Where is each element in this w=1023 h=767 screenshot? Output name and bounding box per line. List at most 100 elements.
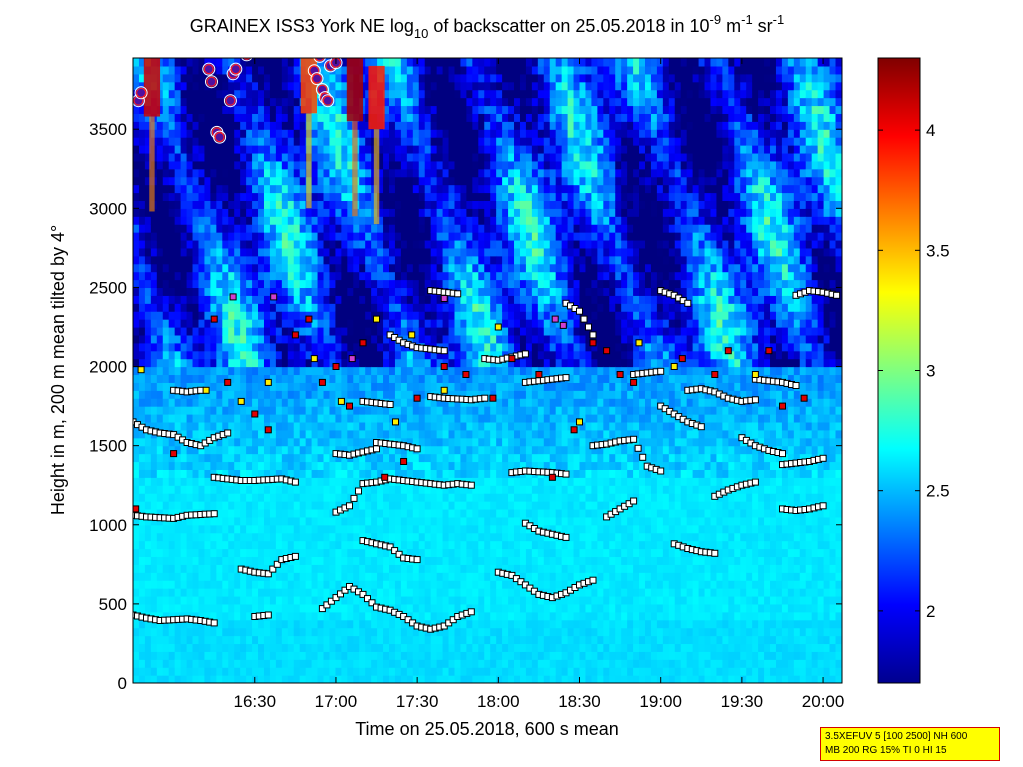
heatmap-cell <box>341 556 348 565</box>
heatmap-cell <box>192 477 200 486</box>
heatmap-cell <box>406 160 414 170</box>
heatmap-cell <box>371 461 378 470</box>
heatmap-cell <box>323 129 331 138</box>
heatmap-cell <box>365 429 372 439</box>
heatmap-cell <box>162 580 170 589</box>
heatmap-cell <box>484 595 491 605</box>
heatmap-cell <box>430 232 438 241</box>
heatmap-cell <box>365 145 372 154</box>
heatmap-cell <box>305 469 313 478</box>
heatmap-cell <box>383 619 390 629</box>
heatmap-cell <box>186 461 194 470</box>
heatmap-cell <box>293 81 301 91</box>
heatmap-cell <box>293 501 301 510</box>
heatmap-cell <box>347 603 354 613</box>
heatmap-cell <box>222 398 229 407</box>
heatmap-cell <box>186 121 194 130</box>
heatmap-cell <box>383 611 390 621</box>
heatmap-cell <box>412 255 420 265</box>
heatmap-cell <box>192 414 200 423</box>
heatmap-cell <box>299 437 307 447</box>
heatmap-cell <box>371 366 378 376</box>
heatmap-cell <box>228 200 235 209</box>
heatmap-cell <box>150 667 158 676</box>
heatmap-cell <box>389 263 396 273</box>
heatmap-cell <box>436 358 444 368</box>
heatmap-cell <box>466 667 473 676</box>
heatmap-cell <box>394 524 402 534</box>
heatmap-cell <box>454 461 462 470</box>
heatmap-cell <box>412 263 420 273</box>
heatmap-cell <box>210 437 217 447</box>
heatmap-cell <box>472 390 479 399</box>
heatmap-cell <box>246 516 253 526</box>
heatmap-cell <box>198 580 206 589</box>
heatmap-cell <box>353 224 360 233</box>
heatmap-cell <box>394 414 402 423</box>
heatmap-cell <box>323 390 331 399</box>
heatmap-cell <box>311 342 319 352</box>
heatmap-cell <box>353 232 360 241</box>
heatmap-cell <box>281 406 289 415</box>
heatmap-cell <box>198 342 206 352</box>
heatmap-cell <box>162 255 170 265</box>
heatmap-cell <box>484 643 491 652</box>
heatmap-cell <box>389 121 396 130</box>
heatmap-cell <box>347 398 354 407</box>
heatmap-cell <box>317 271 325 281</box>
heatmap-cell <box>186 239 194 249</box>
heatmap-cell <box>293 65 301 75</box>
heatmap-cell <box>317 247 325 257</box>
heatmap-cell <box>156 145 164 154</box>
heatmap-cell <box>198 216 206 225</box>
heatmap-cell <box>210 477 217 486</box>
heatmap-cell <box>412 437 420 447</box>
heatmap-cell <box>472 208 479 217</box>
heatmap-cell <box>335 493 342 502</box>
heatmap-cell <box>347 508 354 518</box>
heatmap-cell <box>442 350 450 360</box>
heatmap-cell <box>389 675 396 683</box>
heatmap-cell <box>472 603 479 613</box>
heatmap-cell <box>472 564 479 573</box>
heatmap-cell <box>216 176 223 186</box>
heatmap-cell <box>252 263 259 273</box>
heatmap-cell <box>394 366 402 376</box>
heatmap-cell <box>258 556 265 565</box>
heatmap-cell <box>293 390 301 399</box>
heatmap-cell <box>430 73 438 83</box>
heatmap-cell <box>365 176 372 186</box>
heatmap-cell <box>150 287 158 296</box>
heatmap-cell <box>359 453 366 463</box>
heatmap-cell <box>210 667 217 676</box>
heatmap-cell <box>234 572 241 581</box>
heatmap-cell <box>317 152 325 162</box>
heatmap-cell <box>258 129 265 138</box>
heatmap-cell <box>210 595 217 605</box>
heatmap-cell <box>138 224 146 233</box>
heatmap-cell <box>442 382 450 391</box>
heatmap-cell <box>502 445 509 455</box>
heatmap-cell <box>436 453 444 463</box>
heatmap-cell <box>323 611 331 621</box>
heatmap-cell <box>335 501 342 510</box>
heatmap-cell <box>198 279 206 289</box>
heatmap-cell <box>347 659 354 668</box>
heatmap-cell <box>263 580 271 589</box>
heatmap-cell <box>305 453 313 463</box>
heatmap-cell <box>275 406 283 415</box>
heatmap-cell <box>365 58 372 67</box>
heatmap-cell <box>198 358 206 368</box>
heatmap-cell <box>186 445 194 455</box>
heatmap-cell <box>258 334 265 344</box>
heatmap-cell <box>162 97 170 107</box>
heatmap-cell <box>406 129 414 138</box>
heatmap-cell <box>198 184 206 194</box>
heatmap-cell <box>258 232 265 241</box>
heatmap-cell <box>484 271 491 281</box>
heatmap-cell <box>246 532 253 542</box>
heatmap-cell <box>293 643 301 652</box>
heatmap-cell <box>293 303 301 312</box>
heatmap-cell <box>252 485 259 494</box>
heatmap-cell <box>359 232 366 241</box>
